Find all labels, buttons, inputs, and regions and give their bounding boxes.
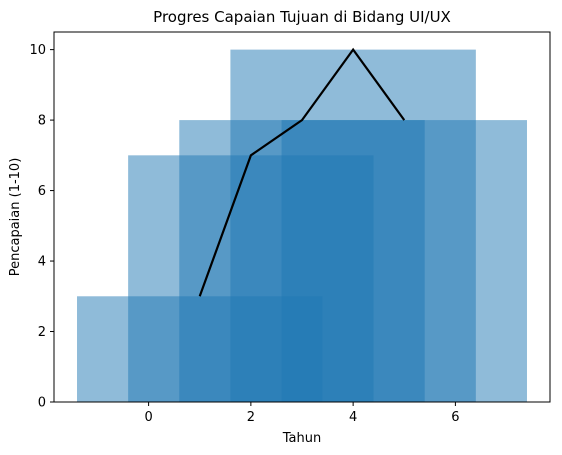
x-tick-label: 6 (451, 410, 459, 425)
trend-line (198, 47, 406, 297)
bars-layer (77, 49, 527, 403)
y-tick-label: 4 (38, 255, 46, 270)
y-tick-label: 10 (29, 43, 46, 58)
y-tick-label: 6 (38, 184, 46, 199)
x-tick-label: 0 (144, 410, 152, 425)
x-axis-label: Tahun (282, 431, 321, 446)
y-axis-ticks: 0 2 4 6 8 10 (29, 43, 54, 411)
x-axis-ticks: 0 2 4 6 (144, 402, 460, 425)
bar-5 (281, 120, 527, 402)
y-tick-label: 8 (38, 114, 46, 129)
y-tick-label: 2 (38, 325, 46, 340)
x-tick-label: 4 (349, 410, 357, 425)
plot-frame (53, 31, 551, 403)
y-axis-label: Pencapaian (1-10) (8, 158, 23, 277)
chart-title: Progres Capaian Tujuan di Bidang UI/UX (153, 8, 451, 26)
y-tick-label: 0 (38, 396, 46, 411)
x-tick-label: 2 (247, 410, 255, 425)
line-layer (198, 47, 406, 297)
